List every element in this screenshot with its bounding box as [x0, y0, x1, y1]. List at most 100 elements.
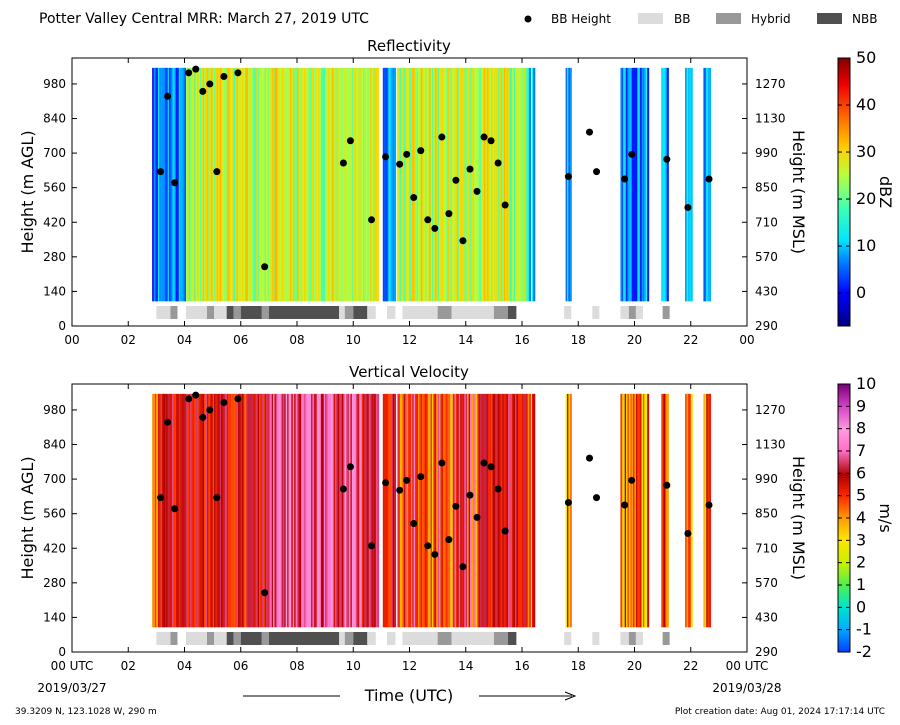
heatmap-column — [215, 393, 218, 628]
heatmap-column — [415, 67, 418, 302]
heatmap-column — [665, 67, 668, 302]
heatmap-column — [280, 67, 283, 302]
heatmap-column — [209, 67, 212, 302]
heatmap-column — [264, 67, 267, 302]
velocity-ylabel-right: Height (m MSL) — [789, 456, 808, 580]
bb-height-point — [220, 73, 228, 81]
heatmap-column — [247, 393, 250, 628]
heatmap-column — [496, 393, 499, 628]
heatmap-column — [270, 67, 273, 302]
heatmap-column — [448, 67, 451, 302]
heatmap-column — [399, 67, 402, 302]
bb-height-point — [501, 201, 509, 209]
heatmap-column — [232, 67, 235, 302]
heatmap-column — [169, 393, 172, 628]
heatmap-column — [513, 393, 516, 628]
bb-height-point — [564, 173, 572, 181]
bb-type-segment — [233, 632, 241, 645]
heatmap-column — [353, 393, 356, 628]
heatmap-column — [281, 67, 284, 302]
heatmap-column — [529, 67, 532, 302]
heatmap-column — [311, 393, 314, 628]
heatmap-column — [503, 67, 506, 302]
heatmap-column — [402, 393, 405, 628]
heatmap-column — [284, 67, 287, 302]
bb-type-segment — [437, 306, 452, 319]
heatmap-column — [512, 393, 515, 628]
bb-type-segment — [387, 306, 396, 319]
heatmap-column — [246, 67, 249, 302]
heatmap-column — [344, 67, 347, 302]
heatmap-column — [236, 393, 239, 628]
heatmap-column — [627, 67, 630, 302]
heatmap-column — [436, 393, 439, 628]
heatmap-column — [268, 393, 271, 628]
heatmap-column — [239, 67, 242, 302]
heatmap-column — [690, 67, 693, 302]
colorbar-tick-label: 7 — [856, 441, 866, 460]
heatmap-column — [507, 67, 510, 302]
heatmap-column — [259, 67, 262, 302]
heatmap-column — [350, 393, 353, 628]
heatmap-column — [382, 67, 385, 302]
heatmap-column — [455, 393, 458, 628]
legend-bb-height-marker — [524, 15, 532, 23]
heatmap-column — [181, 393, 184, 628]
heatmap-column — [363, 67, 366, 302]
heatmap-column — [292, 67, 295, 302]
bb-type-segment — [564, 306, 572, 319]
heatmap-column — [509, 67, 512, 302]
heatmap-column — [285, 393, 288, 628]
heatmap-column — [257, 67, 260, 302]
heatmap-column — [503, 393, 506, 628]
bb-height-point — [487, 137, 495, 145]
heatmap-column — [471, 393, 474, 628]
heatmap-column — [389, 67, 392, 302]
bb-type-segment — [592, 306, 600, 319]
bb-type-segment — [437, 632, 452, 645]
heatmap-column — [229, 67, 232, 302]
heatmap-column — [495, 393, 498, 628]
heatmap-column — [429, 67, 432, 302]
heatmap-column — [361, 393, 364, 628]
heatmap-column — [429, 393, 432, 628]
heatmap-column — [628, 393, 631, 628]
heatmap-column — [417, 67, 420, 302]
heatmap-column — [164, 67, 167, 302]
heatmap-column — [454, 393, 457, 628]
y-tick-label-msl: 710 — [755, 215, 778, 229]
heatmap-column — [198, 393, 201, 628]
heatmap-column — [336, 67, 339, 302]
heatmap-column — [437, 393, 440, 628]
heatmap-column — [229, 393, 232, 628]
heatmap-column — [457, 393, 460, 628]
x-tick-label: 00 — [739, 333, 754, 347]
heatmap-column — [437, 67, 440, 302]
y-tick-label-msl: 990 — [755, 472, 778, 486]
heatmap-column — [211, 67, 214, 302]
heatmap-column — [520, 393, 523, 628]
heatmap-column — [367, 393, 370, 628]
x-tick-label: 14 — [458, 659, 473, 673]
bb-height-point — [185, 69, 193, 77]
bb-type-segment — [662, 632, 670, 645]
heatmap-column — [396, 393, 399, 628]
bb-type-segment — [628, 306, 636, 319]
heatmap-column — [277, 393, 280, 628]
heatmap-column — [458, 393, 461, 628]
bb-height-point — [705, 501, 713, 509]
heatmap-column — [228, 67, 231, 302]
heatmap-column — [152, 393, 155, 628]
heatmap-column — [329, 67, 332, 302]
heatmap-column — [309, 67, 312, 302]
heatmap-column — [500, 393, 503, 628]
heatmap-column — [291, 393, 294, 628]
bb-type-segment — [662, 306, 670, 319]
heatmap-column — [249, 393, 252, 628]
bb-type-segment — [214, 306, 227, 319]
heatmap-column — [666, 393, 669, 628]
heatmap-column — [297, 393, 300, 628]
bb-height-point — [410, 194, 418, 202]
heatmap-column — [420, 67, 423, 302]
heatmap-column — [413, 67, 416, 302]
